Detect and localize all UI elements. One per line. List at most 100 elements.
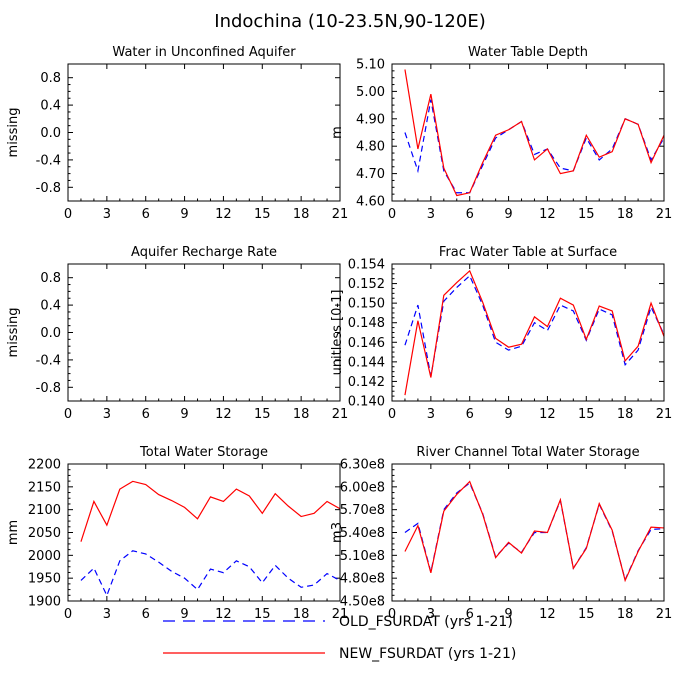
x-tick-label: 21	[656, 407, 673, 422]
chart-title: Frac Water Table at Surface	[439, 245, 617, 260]
series-line-old	[80, 550, 341, 598]
x-tick-label: 21	[656, 607, 673, 622]
y-tick-label: 5.40e8	[340, 526, 385, 541]
x-tick-label: 0	[388, 407, 396, 422]
y-tick-label: 5.00	[356, 85, 385, 100]
series-line-new	[404, 480, 665, 583]
plot-frame	[67, 463, 341, 602]
y-tick-label: 5.10	[356, 58, 385, 73]
y-tick-label: 0.4	[40, 99, 61, 114]
chart-water-unconfined-aquifer: Water in Unconfined Aquifer missing 0 3 6 9 12…	[6, 45, 348, 222]
y-tick-label: 6.30e8	[340, 458, 385, 473]
x-tick-label: 21	[332, 407, 349, 422]
x-tick-label: 3	[103, 407, 111, 422]
x-tick-label: 6	[466, 607, 474, 622]
y-tick-label: 2100	[28, 503, 61, 518]
y-axis-label: missing	[6, 108, 21, 158]
chart-water-table-depth: Water Table Depth m 0 3 6 9 12 15 18 21 4.60 4.70 4.…	[330, 45, 672, 222]
x-tick-label: 6	[142, 607, 150, 622]
x-tick-label: 6	[142, 407, 150, 422]
y-tick-label: 4.60	[356, 195, 385, 210]
x-tick-label: 9	[504, 207, 512, 222]
y-tick-label: 4.80e8	[340, 572, 385, 587]
y-tick-label: 4.70	[356, 167, 385, 182]
legend-label-new: NEW_FSURDAT (yrs 1-21)	[339, 646, 516, 662]
y-tick-label: 0.4	[40, 299, 61, 314]
y-tick-label: 0.0	[40, 126, 61, 141]
y-tick-label: 0.8	[40, 71, 61, 86]
x-tick-label: 18	[293, 607, 310, 622]
x-tick-label: 15	[578, 207, 595, 222]
y-tick-label: 5.70e8	[340, 503, 385, 518]
y-tick-label: 0.152	[348, 277, 385, 292]
y-tick-label: 0.144	[348, 355, 385, 370]
x-tick-label: 15	[254, 407, 271, 422]
chart-title: Total Water Storage	[139, 445, 268, 460]
y-tick-label: 4.80	[356, 140, 385, 155]
x-tick-label: 12	[539, 607, 556, 622]
x-tick-label: 12	[539, 207, 556, 222]
series-line-old	[404, 274, 665, 377]
series-line-new	[404, 69, 665, 197]
x-tick-label: 3	[103, 207, 111, 222]
y-tick-label: 2200	[28, 458, 61, 473]
figure-title: Indochina (10-23.5N,90-120E)	[214, 11, 485, 32]
y-tick-label: -0.8	[36, 181, 61, 196]
x-tick-label: 18	[617, 607, 634, 622]
x-tick-label: 3	[427, 407, 435, 422]
plot-frame	[391, 463, 665, 602]
x-tick-label: 9	[504, 607, 512, 622]
chart-title: River Channel Total Water Storage	[416, 445, 639, 460]
x-tick-label: 18	[293, 407, 310, 422]
y-axis-label: m	[330, 126, 345, 139]
x-tick-label: 9	[180, 607, 188, 622]
x-tick-label: 21	[332, 607, 349, 622]
x-tick-label: 6	[466, 207, 474, 222]
plot-frame	[67, 63, 341, 202]
x-tick-label: 12	[215, 207, 232, 222]
plot-frame	[67, 263, 341, 402]
x-tick-label: 18	[617, 207, 634, 222]
x-tick-label: 3	[427, 607, 435, 622]
series-line-old	[404, 99, 665, 194]
plot-frame	[391, 63, 665, 202]
legend: OLD_FSURDAT (yrs 1-21) NEW_FSURDAT (yrs 1…	[163, 614, 516, 662]
y-tick-label: -0.4	[36, 353, 61, 368]
x-tick-label: 12	[215, 607, 232, 622]
x-tick-label: 0	[388, 607, 396, 622]
y-tick-label: 0.154	[348, 258, 385, 273]
y-tick-label: 0.150	[348, 297, 385, 312]
y-tick-label: -0.4	[36, 153, 61, 168]
legend-label-old: OLD_FSURDAT (yrs 1-21)	[339, 614, 513, 630]
y-tick-label: 1950	[28, 572, 61, 587]
x-tick-label: 18	[293, 207, 310, 222]
chart-title: Water Table Depth	[468, 45, 588, 60]
panels: Water in Unconfined Aquifer missing 0 3 6 9 12…	[6, 45, 672, 622]
x-tick-label: 21	[656, 207, 673, 222]
x-tick-label: 15	[578, 607, 595, 622]
plot-frame	[391, 263, 665, 402]
y-axis-label: mm	[6, 520, 21, 545]
chart-river-channel-storage: River Channel Total Water Storage m3 0 3 6 9 1…	[330, 445, 672, 622]
chart-total-water-storage: Total Water Storage mm 0 3 6 9 12 15 18 21 1900 195…	[6, 445, 348, 622]
x-tick-label: 9	[180, 407, 188, 422]
x-tick-label: 21	[332, 207, 349, 222]
y-axis-label: missing	[6, 308, 21, 358]
x-tick-label: 9	[504, 407, 512, 422]
x-tick-label: 0	[64, 207, 72, 222]
y-tick-label: 0.0	[40, 326, 61, 341]
y-tick-label: 0.148	[348, 316, 385, 331]
x-tick-label: 12	[215, 407, 232, 422]
y-tick-label: 6.00e8	[340, 480, 385, 495]
y-tick-label: 0.8	[40, 271, 61, 286]
y-tick-label: 0.140	[348, 395, 385, 410]
y-tick-label: 2150	[28, 480, 61, 495]
y-axis-label: unitless [0-1]	[330, 290, 345, 376]
y-tick-label: 2000	[28, 549, 61, 564]
x-tick-label: 3	[427, 207, 435, 222]
x-tick-label: 0	[64, 607, 72, 622]
x-tick-label: 6	[142, 207, 150, 222]
x-tick-label: 9	[180, 207, 188, 222]
y-tick-label: 5.10e8	[340, 549, 385, 564]
